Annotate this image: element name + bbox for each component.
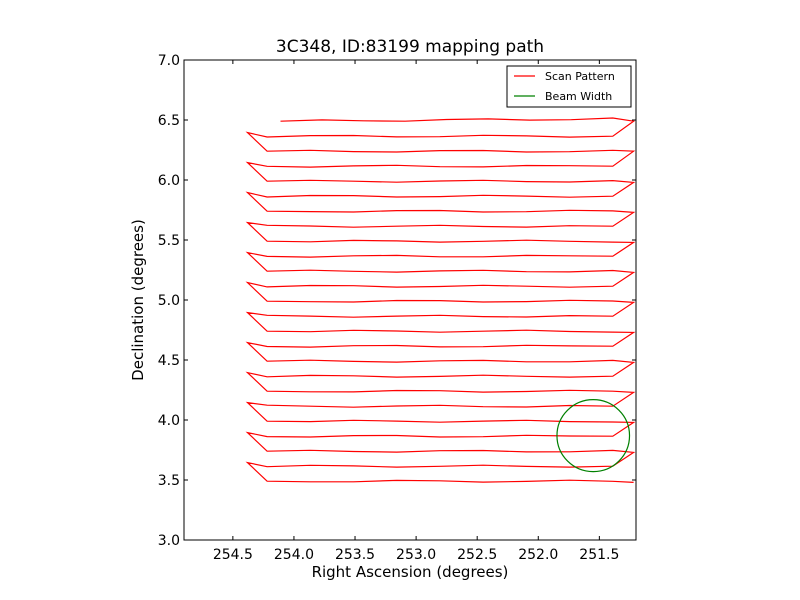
y-tick-label: 6.0 [158, 173, 180, 189]
beam-width-circle [556, 399, 631, 473]
y-tick-label: 5.0 [158, 293, 180, 309]
x-tick-label: 254.5 [213, 547, 253, 563]
y-tick-label: 5.5 [158, 233, 180, 249]
y-tick-label: 3.5 [158, 473, 180, 489]
legend-label-scan-pattern: Scan Pattern [545, 70, 615, 83]
y-tick-label: 4.0 [158, 413, 180, 429]
scan-pattern-line [245, 117, 636, 483]
y-axis-label: Declination (degrees) [129, 219, 147, 381]
x-tick-label: 253.0 [396, 547, 436, 563]
y-tick-label: 4.5 [158, 353, 180, 369]
legend-box [506, 65, 632, 108]
x-tick-label: 254.0 [274, 547, 314, 563]
y-tick-label: 3.0 [158, 533, 180, 549]
x-tick-label: 251.5 [579, 547, 619, 563]
x-tick-label: 252.0 [518, 547, 558, 563]
y-tick-label: 6.5 [158, 113, 180, 129]
legend: Scan Pattern Beam Width [506, 65, 632, 108]
legend-label-beam-width: Beam Width [545, 90, 612, 103]
chart-title: 3C348, ID:83199 mapping path [276, 37, 544, 57]
x-axis-label: Right Ascension (degrees) [312, 563, 509, 581]
x-tick-label: 253.5 [335, 547, 375, 563]
x-tick-label: 252.5 [457, 547, 497, 563]
y-tick-label: 7.0 [158, 53, 180, 69]
